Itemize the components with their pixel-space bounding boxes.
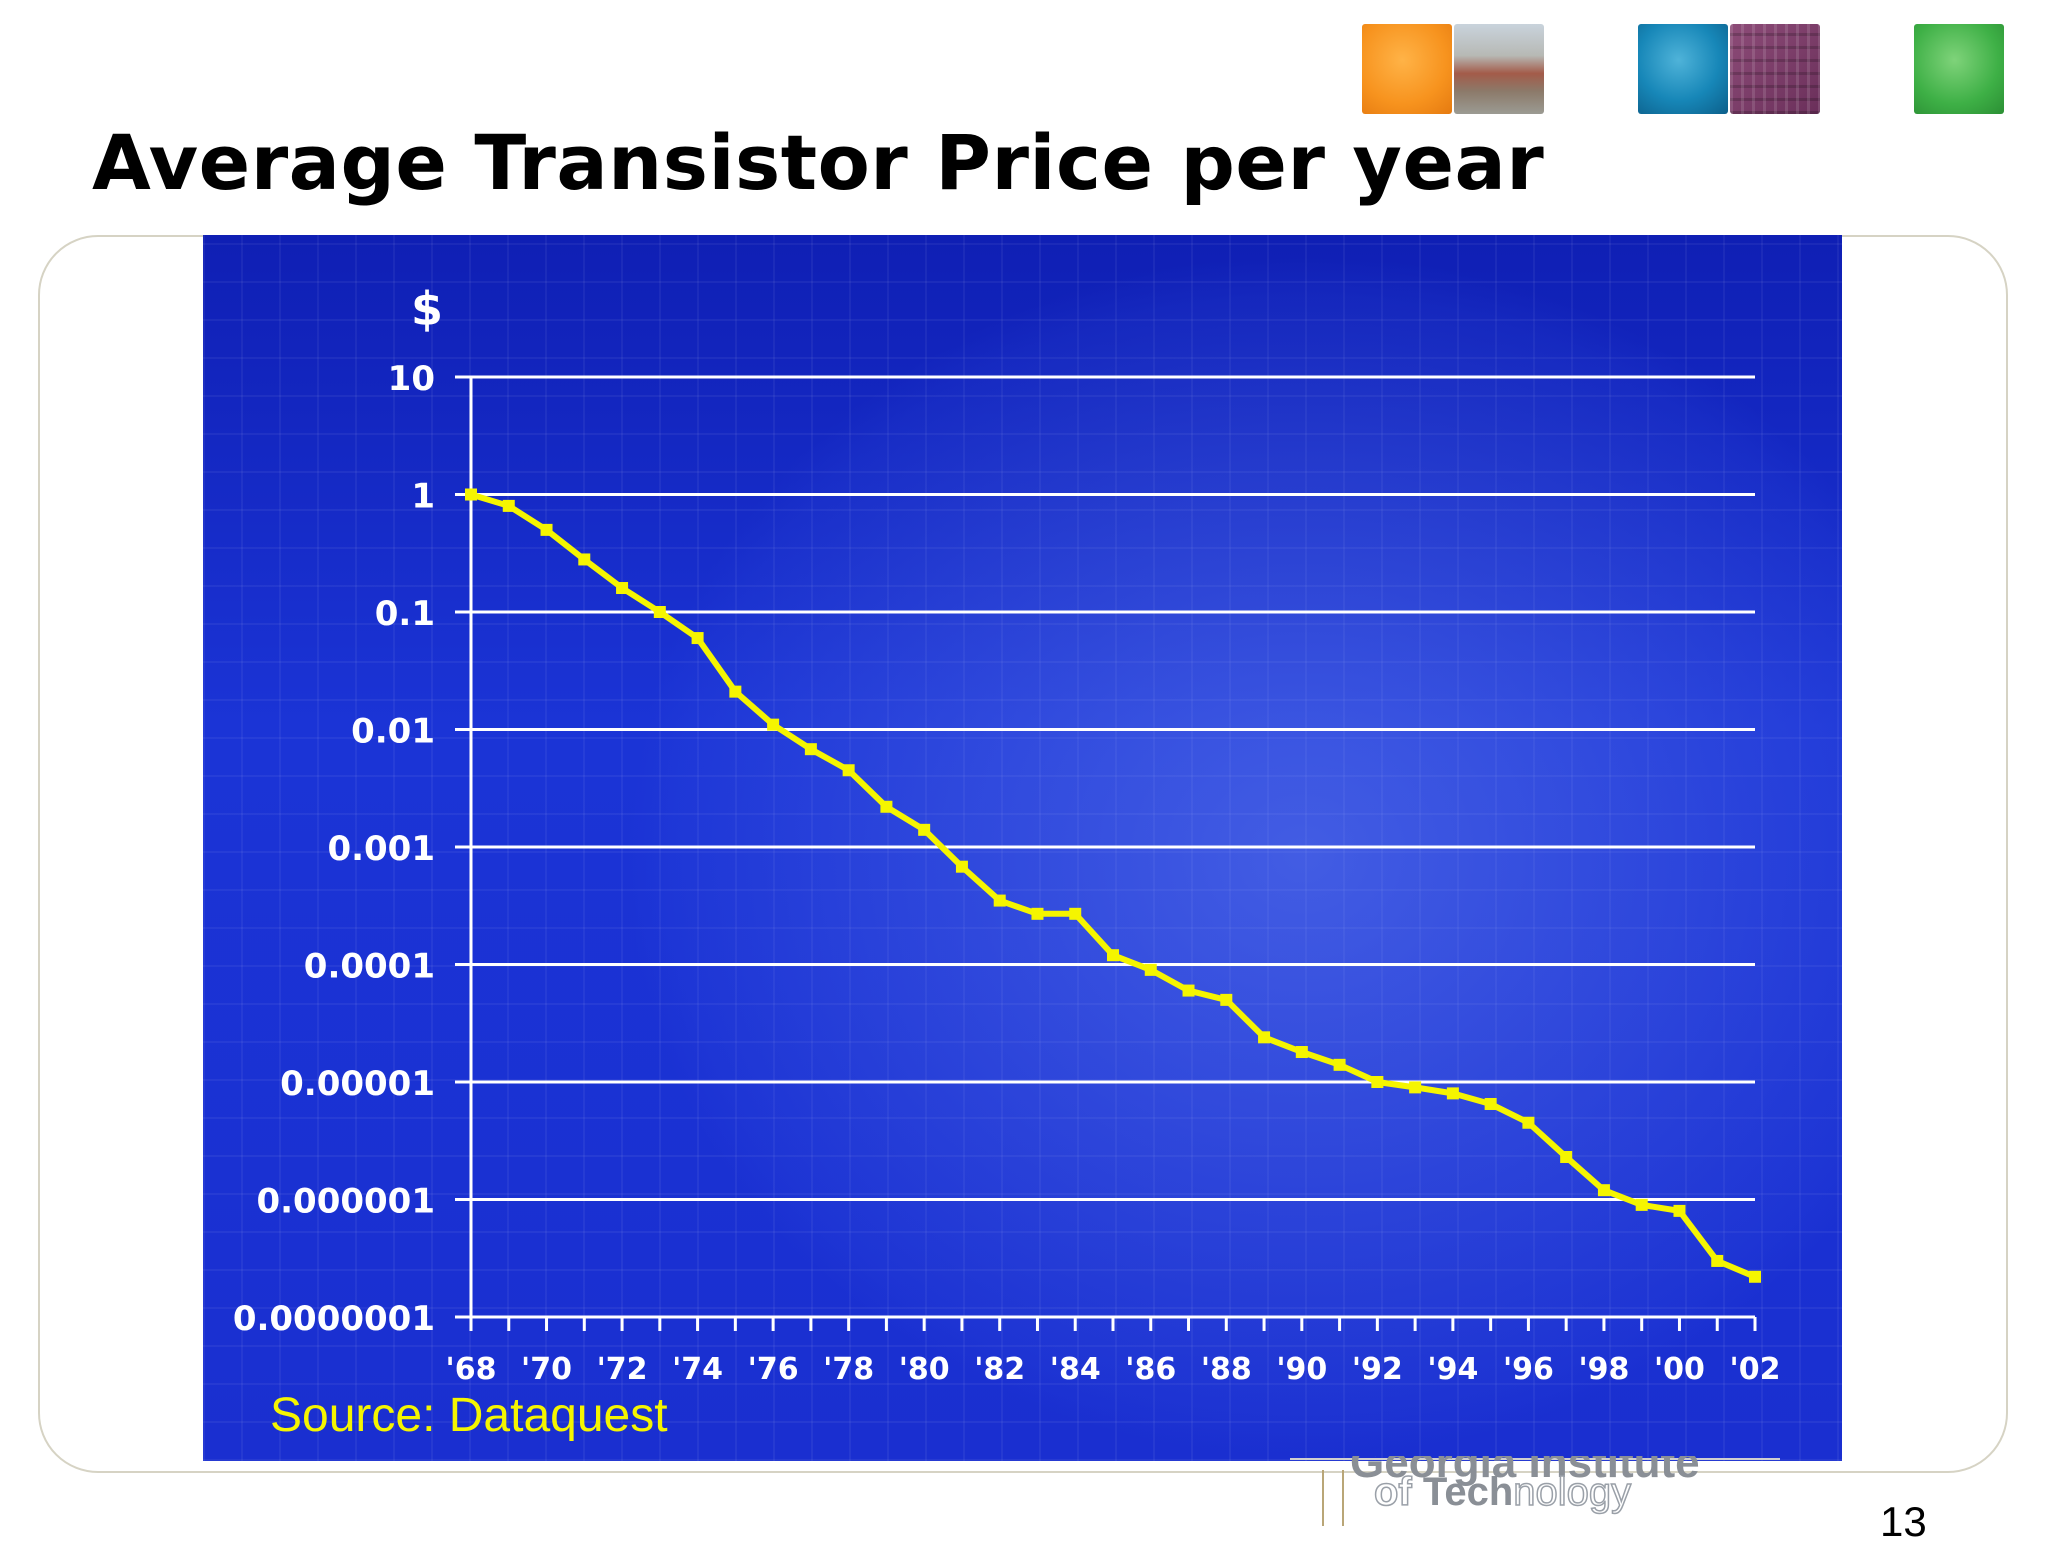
x-tick-label: '78 — [823, 1352, 874, 1387]
green-header-tile — [1914, 24, 2004, 114]
y-tick-label: 0.0000001 — [233, 1299, 435, 1339]
data-point — [540, 523, 553, 536]
y-tick-label: 0.01 — [351, 712, 435, 752]
data-point — [1220, 993, 1233, 1006]
y-tick-label: 0.00001 — [280, 1064, 435, 1104]
y-tick-label: 10 — [388, 359, 435, 399]
source-label: Source: Dataquest — [270, 1389, 668, 1442]
y-tick-label: 0.000001 — [256, 1182, 435, 1222]
data-point — [578, 553, 591, 566]
y-tick-label: 0.001 — [327, 829, 435, 869]
data-point — [955, 860, 968, 873]
x-tick-label: '76 — [748, 1352, 799, 1387]
x-tick-label: '74 — [672, 1352, 723, 1387]
data-point — [1295, 1046, 1308, 1059]
data-point — [691, 632, 704, 645]
orange-header-tile — [1362, 24, 1452, 114]
data-point — [993, 894, 1006, 907]
campus-photo-tile — [1454, 24, 1544, 114]
data-point — [1711, 1254, 1724, 1267]
teal-header-tile — [1638, 24, 1728, 114]
slide-title: Average Transistor Price per year — [92, 118, 1545, 207]
data-point — [616, 582, 629, 595]
data-point — [1597, 1184, 1610, 1197]
data-point — [1560, 1150, 1573, 1163]
logo-line-top: Georgia Institute — [1350, 1456, 1700, 1487]
data-point — [1522, 1116, 1535, 1129]
data-point — [1144, 963, 1157, 976]
transistor-price-chart: 10 1 0.1 0.01 0.001 0.0001 0.00001 0.000001 0.00… — [233, 282, 1781, 1387]
georgia-tech-logo: Georgia Institute of Technology — [1290, 1456, 1780, 1532]
data-point — [465, 488, 477, 501]
page-number: 13 — [1880, 1498, 1927, 1545]
x-tick-label: '86 — [1125, 1352, 1176, 1387]
data-point — [1182, 984, 1195, 997]
x-tick-label: '68 — [446, 1352, 497, 1387]
x-tick-label: '82 — [974, 1352, 1025, 1387]
circuit-photo-tile — [1730, 24, 1820, 114]
x-tick-label: '90 — [1276, 1352, 1327, 1387]
data-point — [1371, 1076, 1384, 1088]
data-point — [804, 743, 817, 756]
y-tick-label: 1 — [411, 477, 435, 517]
data-point — [1069, 907, 1082, 920]
y-tick-label: 0.1 — [375, 594, 435, 634]
tech-tower-icon — [1322, 1470, 1344, 1526]
data-point — [1031, 907, 1044, 920]
data-point — [767, 718, 780, 731]
chart-panel: 10 1 0.1 0.01 0.001 0.0001 0.00001 0.000001 0.00… — [203, 235, 1842, 1461]
data-point — [1446, 1087, 1459, 1100]
data-point — [918, 823, 931, 836]
logo-of: of — [1373, 1469, 1423, 1515]
data-point — [1749, 1270, 1761, 1283]
x-tick-label: '96 — [1503, 1352, 1554, 1387]
x-tick-label: '72 — [597, 1352, 648, 1387]
data-point — [1484, 1097, 1497, 1110]
x-tick-label: '92 — [1352, 1352, 1403, 1387]
data-point — [502, 499, 515, 512]
x-tick-label: '88 — [1201, 1352, 1252, 1387]
x-tick-label: '84 — [1050, 1352, 1101, 1387]
data-point — [1107, 949, 1119, 962]
logo-line-bottom: of Technology — [1373, 1469, 1632, 1515]
x-tick-label: '98 — [1578, 1352, 1629, 1387]
x-tick-label: '02 — [1730, 1352, 1781, 1387]
data-point — [1409, 1081, 1422, 1094]
data-point — [1333, 1058, 1346, 1071]
data-point — [1635, 1198, 1648, 1211]
logo-nology: nology — [1513, 1469, 1632, 1515]
data-point — [1258, 1031, 1271, 1044]
y-tick-label: 0.0001 — [304, 947, 435, 987]
y-axis-label: $ — [411, 282, 443, 336]
logo-tech: Tech — [1422, 1470, 1514, 1514]
data-point — [1673, 1204, 1686, 1217]
logo-divider — [1290, 1458, 1780, 1460]
data-point — [842, 764, 855, 777]
data-point — [880, 800, 893, 813]
x-tick-label: '80 — [899, 1352, 950, 1387]
x-tick-label: '70 — [521, 1352, 572, 1387]
data-point — [729, 685, 742, 698]
data-point — [653, 606, 666, 618]
x-tick-label: '00 — [1654, 1352, 1705, 1387]
x-tick-label: '94 — [1427, 1352, 1478, 1387]
